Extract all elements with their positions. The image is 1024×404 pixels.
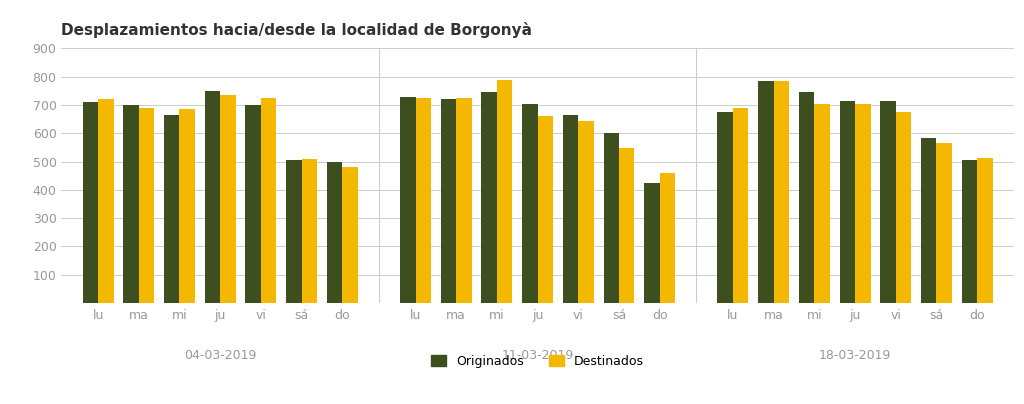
- Bar: [497, 80, 512, 303]
- Bar: [718, 112, 733, 303]
- Bar: [758, 81, 774, 303]
- Bar: [936, 143, 952, 303]
- Bar: [603, 133, 618, 303]
- Bar: [457, 98, 472, 303]
- Bar: [261, 98, 276, 303]
- Bar: [342, 167, 357, 303]
- Bar: [179, 109, 195, 303]
- Bar: [618, 148, 635, 303]
- Text: 04-03-2019: 04-03-2019: [184, 349, 256, 362]
- Bar: [896, 112, 911, 303]
- Bar: [563, 115, 579, 303]
- Bar: [440, 99, 457, 303]
- Bar: [327, 162, 342, 303]
- Bar: [799, 92, 814, 303]
- Bar: [522, 103, 538, 303]
- Bar: [855, 103, 870, 303]
- Bar: [579, 120, 594, 303]
- Bar: [977, 158, 992, 303]
- Bar: [246, 105, 261, 303]
- Text: 11-03-2019: 11-03-2019: [502, 349, 573, 362]
- Bar: [139, 108, 155, 303]
- Bar: [774, 81, 790, 303]
- Bar: [301, 159, 317, 303]
- Bar: [83, 102, 98, 303]
- Bar: [840, 101, 855, 303]
- Bar: [123, 105, 139, 303]
- Text: Desplazamientos hacia/desde la localidad de Borgonyà: Desplazamientos hacia/desde la localidad…: [61, 21, 532, 38]
- Bar: [164, 115, 179, 303]
- Bar: [416, 98, 431, 303]
- Bar: [962, 160, 977, 303]
- Bar: [286, 160, 301, 303]
- Bar: [733, 108, 749, 303]
- Bar: [481, 92, 497, 303]
- Legend: Originados, Destinados: Originados, Destinados: [426, 350, 649, 373]
- Bar: [538, 116, 553, 303]
- Bar: [205, 91, 220, 303]
- Bar: [644, 183, 659, 303]
- Bar: [659, 173, 675, 303]
- Bar: [220, 95, 236, 303]
- Text: 18-03-2019: 18-03-2019: [819, 349, 891, 362]
- Bar: [814, 103, 829, 303]
- Bar: [98, 99, 114, 303]
- Bar: [881, 101, 896, 303]
- Bar: [400, 97, 416, 303]
- Bar: [921, 137, 936, 303]
